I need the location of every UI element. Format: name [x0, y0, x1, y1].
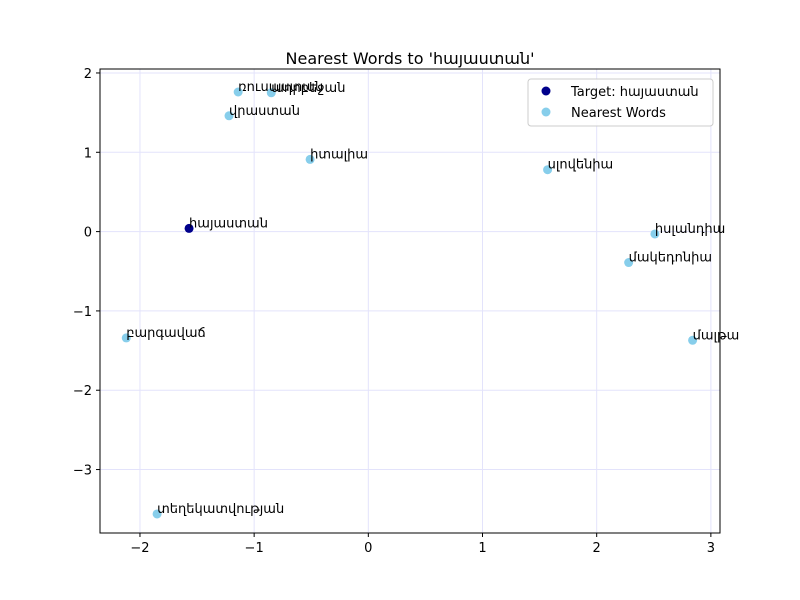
x-tick-label: 2	[593, 541, 601, 556]
y-tick-label: 1	[84, 146, 92, 161]
axes: −2 −1 0 1 2 3 −3 −2 −1 0 1 2	[73, 67, 721, 556]
data-point	[543, 165, 553, 175]
x-tick-label: −1	[245, 541, 264, 556]
data-point	[233, 87, 243, 97]
data-point	[152, 509, 162, 519]
y-tick-label: −3	[73, 464, 92, 479]
y-tick-label: 0	[84, 226, 92, 241]
x-tick-label: 3	[707, 541, 715, 556]
data-point	[266, 88, 276, 98]
point-label: բարգավաճ	[126, 326, 205, 341]
point-label: սլովենիա	[548, 158, 614, 173]
point-label: վրաստան	[229, 104, 300, 119]
y-tick-label: −2	[73, 384, 92, 399]
x-tick-label: 0	[364, 541, 372, 556]
data-point	[224, 111, 234, 121]
point-label: մակեդոնիա	[629, 251, 712, 266]
x-tick-label: −2	[130, 541, 149, 556]
y-tick-label: −1	[73, 305, 92, 320]
data-point	[624, 258, 634, 268]
point-label: ադրբեջան	[271, 81, 345, 96]
data-point	[305, 154, 315, 164]
legend-label: Nearest Words	[571, 106, 666, 121]
data-points	[121, 87, 698, 519]
y-tick-label: 2	[84, 67, 92, 82]
data-point	[650, 229, 660, 239]
data-point	[121, 333, 131, 343]
data-point	[688, 335, 698, 345]
point-label: իսլանդիա	[655, 222, 725, 237]
grid-lines	[100, 69, 720, 533]
legend-box	[527, 78, 714, 127]
legend-label: Target: հայաստան	[570, 85, 699, 100]
point-label: ռուսաստան	[238, 80, 323, 95]
plot-frame	[99, 68, 721, 534]
x-tick-label: 1	[478, 541, 486, 556]
data-point	[184, 223, 194, 233]
legend-marker	[541, 86, 551, 96]
point-label: մալթա	[693, 328, 740, 343]
point-label: տեղեկատվության	[157, 502, 284, 517]
point-label: իտալիա	[310, 147, 368, 162]
chart-title: Nearest Words to 'հայաստան'	[286, 49, 535, 68]
point-label: հայաստան	[189, 216, 268, 231]
legend: Target: հայաստան Nearest Words	[527, 78, 714, 127]
legend-marker	[541, 107, 551, 117]
